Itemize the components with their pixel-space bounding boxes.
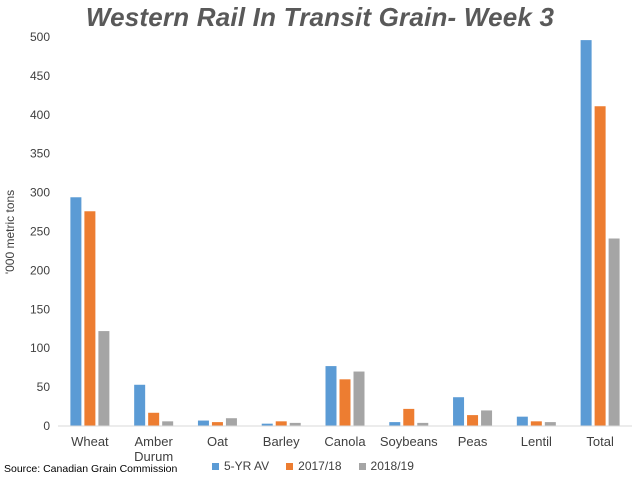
bar	[197, 420, 209, 426]
y-tick-label: 100	[30, 341, 50, 355]
legend-swatch-3	[358, 462, 366, 470]
x-tick-label: Soybeans	[380, 434, 438, 449]
y-axis-label: '000 metric tons	[3, 190, 17, 274]
bar	[325, 366, 337, 426]
legend-label-2: 2017/18	[298, 459, 342, 473]
bar	[211, 422, 223, 426]
y-tick-label: 350	[30, 147, 50, 161]
legend-item-3: 2018/19	[358, 459, 414, 473]
legend: 5-YR AV 2017/18 2018/19	[212, 458, 414, 474]
bar	[516, 416, 528, 426]
legend-label-1: 5-YR AV	[224, 459, 270, 473]
x-tick-label: Canola	[324, 434, 366, 449]
bar	[580, 40, 592, 426]
x-tick-label: Lentil	[521, 434, 552, 449]
bar	[353, 371, 365, 426]
y-tick-label: 450	[30, 69, 50, 83]
chart-title: Western Rail In Transit Grain- Week 3	[85, 2, 555, 32]
bar-series	[70, 40, 620, 426]
bar	[544, 422, 556, 426]
bar	[339, 379, 351, 426]
legend-swatch-2	[286, 462, 294, 470]
bar	[84, 211, 96, 426]
bar	[403, 408, 415, 426]
y-tick-label: 250	[30, 225, 50, 239]
legend-swatch-1	[212, 462, 219, 470]
bar	[530, 421, 542, 426]
bar	[389, 422, 401, 426]
bar	[148, 412, 160, 426]
y-tick-label: 200	[30, 263, 50, 277]
x-tick-label: Amber Durum	[134, 434, 173, 464]
x-tick-label: Wheat	[71, 434, 109, 449]
bar	[608, 238, 620, 426]
bar	[467, 415, 479, 426]
legend-item-2: 2017/18	[286, 459, 342, 473]
x-tick-label: Barley	[263, 434, 300, 449]
bar	[225, 418, 237, 426]
y-tick-label: 400	[30, 108, 50, 122]
bar	[275, 421, 287, 426]
y-tick-label: 300	[30, 186, 50, 200]
bar	[453, 397, 465, 426]
bar	[594, 106, 606, 426]
bar	[289, 422, 301, 426]
x-tick-labels: Wheat Amber Durum Oat Barley Canola Soybeans Pe…	[71, 434, 614, 464]
y-tick-label: 50	[37, 380, 51, 394]
legend-item-1: 5-YR AV	[212, 459, 269, 473]
x-tick-label: Total	[586, 434, 614, 449]
bar	[417, 422, 429, 426]
source-note: Source: Canadian Grain Commission	[4, 463, 178, 475]
y-tick-label: 500	[30, 30, 50, 44]
bar	[481, 410, 493, 426]
legend-label-3: 2018/19	[370, 459, 414, 473]
bar	[70, 197, 82, 426]
y-tick-label: 150	[30, 302, 50, 316]
y-tick-label: 0	[43, 419, 50, 433]
y-axis-label-group: '000 metric tons	[3, 190, 17, 274]
bar	[162, 421, 174, 426]
y-tick-labels: 0 50 100 150 200 250 300 350 400 450 500	[30, 30, 50, 433]
bar	[134, 384, 146, 426]
bar	[261, 423, 273, 426]
x-tick-label: Oat	[207, 434, 228, 449]
x-tick-label: Peas	[458, 434, 488, 449]
bar	[98, 331, 110, 426]
